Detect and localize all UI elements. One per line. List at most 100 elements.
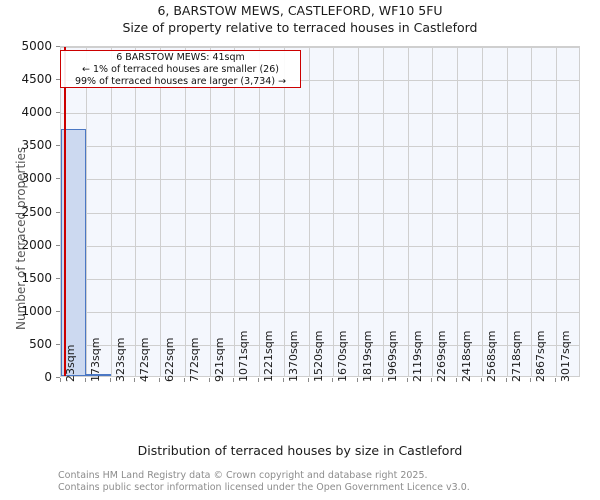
x-axis-tick-label: 1819sqm: [361, 330, 375, 382]
y-axis-tick-mark: [56, 377, 60, 378]
x-axis-tick-mark: [456, 378, 457, 382]
grid-line-horizontal: [61, 344, 579, 346]
grid-line-horizontal: [61, 80, 579, 82]
grid-line-vertical: [507, 47, 508, 376]
annotation-line-3: 99% of terraced houses are larger (3,734…: [74, 76, 287, 88]
x-axis-title: Distribution of terraced houses by size …: [137, 443, 463, 458]
chart-title-block: 6, BARSTOW MEWS, CASTLEFORD, WF10 5FU Si…: [0, 3, 600, 36]
grid-line-vertical: [457, 47, 458, 376]
x-axis-tick-mark: [110, 378, 111, 382]
x-axis-tick-label: 921sqm: [212, 337, 226, 382]
y-axis-tick-label: 0: [44, 370, 52, 384]
x-axis-tick-label: 2418sqm: [460, 330, 474, 382]
y-axis-tick-label: 1000: [21, 303, 52, 318]
x-axis-tick-label: 2119sqm: [410, 330, 424, 382]
y-axis-tick-mark: [56, 343, 60, 345]
y-axis-tick-label: 2000: [21, 237, 52, 252]
page-title: 6, BARSTOW MEWS, CASTLEFORD, WF10 5FU: [157, 3, 443, 18]
grid-line-vertical: [358, 47, 359, 376]
annotation-line-1: 6 BARSTOW MEWS: 41sqm: [116, 52, 245, 63]
x-axis-tick-mark: [555, 378, 556, 382]
y-axis-tick-mark: [56, 211, 60, 213]
x-axis-tick-label: 23sqm: [64, 344, 77, 382]
x-axis-tick-mark: [134, 378, 135, 382]
y-axis-tick-mark: [56, 112, 60, 114]
grid-line-vertical: [482, 47, 483, 376]
y-axis-tick-mark: [56, 46, 60, 47]
footer-attribution: Contains HM Land Registry data © Crown c…: [58, 470, 598, 493]
x-axis-tick-label: 2568sqm: [484, 330, 498, 382]
grid-line-vertical: [259, 47, 260, 376]
x-axis-tick-label: 1221sqm: [262, 330, 276, 382]
x-axis-tick-mark: [60, 378, 61, 382]
property-size-marker-line: [63, 47, 66, 376]
y-axis-tick-label: 2500: [21, 204, 52, 219]
grid-line-horizontal: [61, 245, 579, 247]
x-axis-tick-mark: [159, 378, 160, 382]
grid-line-horizontal: [61, 179, 579, 181]
annotation-line-2: ← 1% of terraced houses are smaller (26): [82, 64, 279, 76]
y-axis-tick-label: 3500: [21, 138, 52, 153]
grid-line-vertical: [383, 47, 384, 376]
x-axis-tick-mark: [233, 378, 234, 382]
grid-line-vertical: [111, 47, 112, 376]
x-axis-tick-label: 2269sqm: [435, 330, 449, 382]
grid-line-vertical: [160, 47, 161, 376]
bar: [86, 374, 111, 376]
y-axis-tick-mark: [56, 244, 60, 246]
x-axis-tick-mark: [85, 378, 86, 382]
x-axis-tick-mark: [431, 378, 432, 382]
footer-line-1: Contains HM Land Registry data © Crown c…: [58, 470, 428, 481]
grid-line-horizontal: [61, 311, 579, 313]
grid-line-vertical: [556, 47, 557, 376]
x-axis-tick-mark: [506, 378, 507, 382]
grid-line-vertical: [333, 47, 334, 376]
grid-line-vertical: [86, 47, 87, 376]
footer-line-2: Contains public sector information licen…: [58, 481, 470, 493]
y-axis-tick-label: 4000: [21, 105, 52, 120]
x-axis-tick-mark: [283, 378, 284, 382]
y-axis-tick-label: 1500: [21, 270, 52, 285]
x-axis-tick-mark: [530, 378, 531, 382]
y-axis-tick-mark: [56, 79, 60, 81]
x-axis-tick-label: 2867sqm: [534, 330, 548, 382]
grid-line-vertical: [234, 47, 235, 376]
x-axis-tick-label: 1969sqm: [385, 330, 399, 382]
x-axis-tick-label: 2718sqm: [509, 330, 523, 382]
grid-line-vertical: [432, 47, 433, 376]
x-axis-tick-label: 472sqm: [138, 337, 152, 382]
grid-line-vertical: [531, 47, 532, 376]
x-axis-tick-mark: [184, 378, 185, 382]
x-axis-tick-label: 772sqm: [187, 337, 201, 382]
x-axis-tick-label: 3017sqm: [559, 330, 573, 382]
grid-line-vertical: [284, 47, 285, 376]
x-axis-tick-label: 1370sqm: [286, 330, 300, 382]
x-axis-tick-label: 323sqm: [113, 337, 127, 382]
x-axis-tick-label: 1071sqm: [237, 330, 251, 382]
x-axis-tick-mark: [209, 378, 210, 382]
plot-area: [60, 46, 580, 377]
grid-line-horizontal: [61, 146, 579, 148]
grid-line-vertical: [210, 47, 211, 376]
x-axis-tick-label: 1670sqm: [336, 330, 350, 382]
y-axis-tick-mark: [56, 178, 60, 180]
x-axis-tick-mark: [382, 378, 383, 382]
grid-line-vertical: [408, 47, 409, 376]
grid-line-vertical: [135, 47, 136, 376]
chart-subtitle: Size of property relative to terraced ho…: [122, 20, 478, 35]
x-axis-tick-mark: [481, 378, 482, 382]
grid-line-vertical: [309, 47, 310, 376]
grid-line-horizontal: [61, 113, 579, 115]
x-axis-tick-label: 1520sqm: [311, 330, 325, 382]
x-axis-tick-label: 622sqm: [163, 337, 177, 382]
annotation-box: 6 BARSTOW MEWS: 41sqm ← 1% of terraced h…: [60, 50, 301, 88]
x-axis-tick-mark: [357, 378, 358, 382]
y-axis-tick-label: 5000: [21, 39, 52, 53]
x-axis-tick-mark: [407, 378, 408, 382]
grid-line-horizontal: [61, 47, 579, 48]
x-axis-tick-mark: [258, 378, 259, 382]
grid-line-horizontal: [61, 212, 579, 214]
y-axis-tick-label: 500: [29, 336, 52, 351]
